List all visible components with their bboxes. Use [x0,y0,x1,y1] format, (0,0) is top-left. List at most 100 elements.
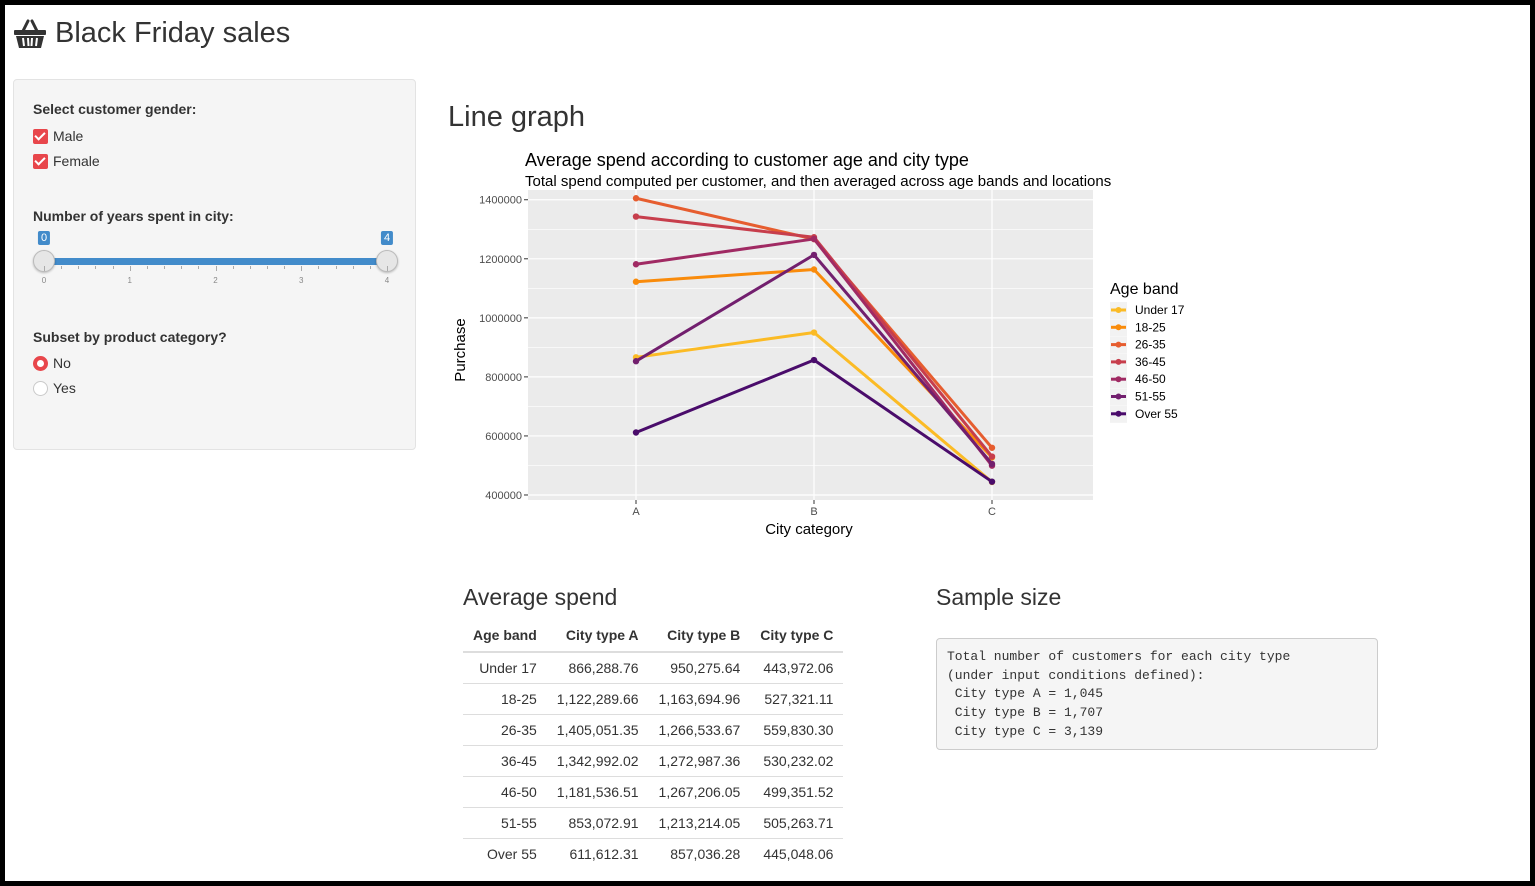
legend-swatch-point [1115,324,1122,331]
male-label: Male [53,128,84,144]
subset-label: Subset by product category? [33,329,227,345]
years-label: Number of years spent in city: [33,208,234,224]
no-label: No [53,355,71,371]
table-cell: 866,288.76 [546,652,649,684]
legend-swatch-point [1115,358,1122,365]
column-header-age-band: Age band [463,618,547,653]
table-cell: 26-35 [463,714,547,746]
y-tick-label: 600000 [485,431,522,443]
gender-label: Select customer gender: [33,101,197,117]
x-tick-label: A [632,506,640,518]
average-spend-heading: Average spend [463,584,618,610]
legend-swatch-point [1115,410,1122,417]
slider-low-handle[interactable] [33,250,55,272]
table-row: Under 17 866,288.76 950,275.64 443,972.06 [463,652,844,684]
table-row: 46-50 1,181,536.51 1,267,206.05 499,351.52 [463,776,844,808]
data-point [810,266,818,273]
slider-tick-label: 2 [213,276,218,285]
slider-tick [112,266,114,269]
slider-tick [44,266,45,271]
legend-swatch-point [1115,376,1122,383]
sample-size-heading: Sample size [936,584,1062,610]
slider-tick [198,266,200,269]
legend-label: 18-25 [1135,320,1166,334]
average-spend-table: Age band City type A City type B City ty… [463,618,844,870]
y-tick-label: 1200000 [479,254,522,266]
grid-lines [528,190,1093,500]
data-point [988,460,996,468]
gender-option-male[interactable]: Male [33,128,83,144]
slider-tick [301,266,303,271]
column-header-city-a: City type A [546,618,649,653]
slider-tick-label: 3 [299,276,304,285]
slider-tick [181,266,183,269]
data-point [988,478,996,485]
column-header-city-b: City type B [648,618,751,653]
table-cell: 527,321.11 [750,683,844,715]
slider-tick [129,266,131,271]
legend: Under 17 18-25 26-35 36-45 46-50 51-55 Over 55 [1110,302,1185,423]
legend-swatch-point [1115,341,1122,348]
yes-label: Yes [53,380,76,396]
data-point [810,356,818,364]
x-axis-title: City category [765,521,853,538]
y-tick-label: 800000 [485,372,522,384]
y-axis: 400000 600000 800000 1000000 1200000 1400000 [479,195,528,502]
table-cell: 46-50 [463,776,547,808]
table-cell: 1,213,214.05 [648,807,751,839]
legend-swatch-point [1115,307,1122,313]
table-cell: 36-45 [463,745,547,777]
table-cell: Under 17 [463,652,547,684]
data-point [632,261,640,268]
chart-title: Average spend according to customer age … [525,150,969,170]
table-cell: 1,163,694.96 [648,683,751,715]
male-checkbox[interactable] [33,128,48,144]
data-point [988,453,996,460]
table-cell: 18-25 [463,683,547,715]
female-checkbox[interactable] [33,153,48,169]
slider-tick [335,266,337,269]
data-point [632,358,640,365]
slider-tick [78,266,80,269]
slider-tick-label: 1 [127,276,132,285]
data-point [632,429,640,436]
subset-option-no[interactable]: No [33,355,71,371]
data-point [810,251,818,259]
plot-panel [528,190,1093,500]
data-point [632,213,640,220]
table-cell: 950,275.64 [648,652,751,684]
slider-tick-label: 4 [384,276,390,285]
y-tick-label: 400000 [485,490,522,502]
slider-tick [318,266,320,269]
sidebar-panel: Select customer gender: Male Female Numb… [13,79,416,450]
table-cell: 1,405,051.35 [546,714,649,746]
legend-title: Age band [1110,281,1179,298]
legend-label: Over 55 [1135,407,1178,421]
series-lines [632,195,996,486]
data-point [810,235,818,243]
slider-tick [146,266,148,269]
y-axis-title: Purchase [452,318,469,381]
slider-tick [266,266,268,269]
subset-option-yes[interactable]: Yes [33,380,76,396]
female-label: Female [53,153,100,169]
slider-tick [369,266,371,269]
gender-option-female[interactable]: Female [33,153,100,169]
slider-tick [95,266,97,269]
chart-subtitle: Total spend computed per customer, and t… [525,173,1111,190]
table-cell: 530,232.02 [750,745,844,777]
slider-high-handle[interactable] [376,250,398,272]
table-row: Over 55 611,612.31 857,036.28 445,048.06 [463,839,843,870]
slider-tick-label: 0 [41,276,47,285]
x-axis: A B C [632,500,996,518]
table-cell: 611,612.31 [569,846,639,862]
table-cell: 1,181,536.51 [546,776,649,808]
years-range-slider[interactable]: 0 4 0 1 2 3 4 [33,230,401,290]
slider-track[interactable] [44,258,390,265]
data-point [988,444,996,451]
table-cell: 1,122,289.66 [546,683,649,715]
y-tick-label: 1000000 [479,313,522,325]
yes-radio[interactable] [33,380,48,396]
no-radio[interactable] [33,355,48,371]
table-cell: 857,036.28 [670,846,741,862]
